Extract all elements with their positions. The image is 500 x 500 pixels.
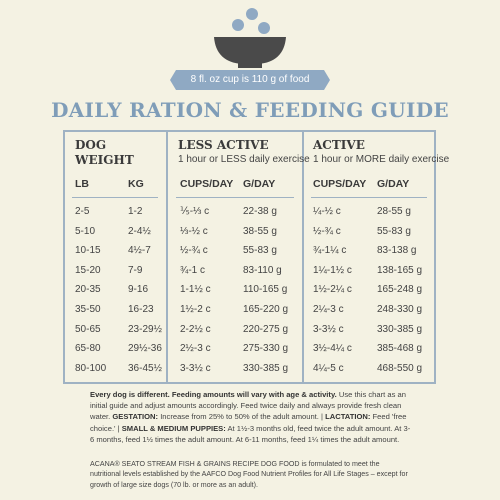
- table-cell: 55-83 g: [243, 245, 277, 257]
- table-cell: 1-2: [128, 206, 143, 217]
- table-cell: 83-138 g: [377, 245, 417, 257]
- table-cell: 2-2½ c: [180, 323, 211, 335]
- table-cell: 2-4½: [128, 225, 151, 237]
- note-text: At 1½-3 months old, feed twice the adult…: [90, 423, 411, 444]
- table-cell: ½-¾ c: [180, 245, 208, 257]
- cup-note: 8 fl. oz cup is 110 g of food: [190, 74, 310, 85]
- group-title: ACTIVE: [313, 138, 365, 152]
- table-cell: 3½-4¼ c: [313, 343, 352, 355]
- table-cell: 2¼-3 c: [313, 304, 344, 315]
- group-title: DOG WEIGHT: [75, 138, 134, 167]
- column-header: G/DAY: [243, 178, 276, 190]
- table-cell: 138-165 g: [377, 264, 423, 276]
- table-cell: 80-100: [75, 362, 107, 374]
- column-header: G/DAY: [377, 178, 410, 190]
- table-cell: ½-¾ c: [313, 225, 341, 237]
- column-header: CUPS/DAY: [313, 178, 367, 190]
- note-emphasis: Every dog is different. Feeding amounts …: [90, 390, 337, 399]
- table-cell: 83-110 g: [243, 264, 282, 276]
- table-cell: ⅕-⅓ c: [180, 206, 210, 217]
- table-cell: ¾-1¼ c: [313, 245, 347, 257]
- table-cell: 36-45½: [128, 362, 162, 374]
- column-header: KG: [128, 178, 144, 190]
- table-cell: ⅓-½ c: [180, 225, 208, 237]
- table-cell: 468-550 g: [377, 362, 423, 374]
- header-rule: [311, 197, 427, 198]
- table-cell: 165-248 g: [377, 284, 423, 296]
- table-cell: 7-9: [128, 264, 143, 276]
- column-divider: [166, 130, 168, 384]
- note-text: Feed 'free choice.' |: [90, 412, 407, 433]
- bowl-icon: [170, 8, 330, 90]
- group-subtitle: 1 hour or MORE daily exercise: [313, 154, 450, 165]
- table-cell: 220-275 g: [243, 323, 289, 335]
- table-cell: 65-80: [75, 343, 101, 355]
- table-cell: 29½-36: [128, 343, 162, 355]
- column-header: CUPS/DAY: [180, 178, 234, 190]
- table-cell: 110-165 g: [243, 284, 288, 296]
- table-cell: 330-385 g: [243, 362, 289, 374]
- table-cell: 35-50: [75, 304, 101, 315]
- note-emphasis: LACTATION:: [325, 412, 371, 422]
- table-cell: 22-38 g: [243, 206, 277, 217]
- header-rule: [176, 197, 294, 198]
- table-cell: 4½-7: [128, 245, 151, 257]
- table-cell: 1½-2¼ c: [313, 284, 352, 296]
- title: DAILY RATION & FEEDING GUIDE: [51, 98, 449, 122]
- table-cell: 5-10: [75, 225, 96, 237]
- table-frame: [63, 130, 436, 384]
- group-title: LESS ACTIVE: [178, 138, 269, 152]
- table-cell: 330-385 g: [377, 323, 423, 335]
- note-emphasis: SMALL & MEDIUM PUPPIES:: [121, 423, 226, 433]
- notes-formulation: ACANA® SEATO STREAM FISH & GRAINS RECIPE…: [90, 460, 408, 489]
- table-cell: 23-29½: [128, 323, 162, 335]
- table-cell: 2-5: [75, 206, 90, 217]
- table-cell: 20-35: [75, 284, 101, 296]
- note-text: Increase from 25% to 50% of the adult am…: [158, 412, 326, 422]
- table-cell: 16-23: [128, 304, 154, 315]
- table-cell: 385-468 g: [377, 343, 423, 355]
- table-cell: ¾-1 c: [180, 264, 206, 276]
- note-text: Use this chart as an initial guide and a…: [90, 390, 406, 422]
- table-cell: 28-55 g: [377, 206, 411, 217]
- table-cell: 1-1½ c: [180, 284, 211, 296]
- column-header: LB: [75, 178, 89, 190]
- table-cell: 15-20: [75, 264, 101, 276]
- table-cell: 248-330 g: [377, 304, 423, 315]
- table-cell: 50-65: [75, 323, 101, 335]
- table-cell: 38-55 g: [243, 225, 277, 237]
- table-cell: 1½-2 c: [180, 304, 211, 315]
- table-cell: 55-83 g: [377, 225, 411, 237]
- table-cell: 3-3½ c: [313, 323, 344, 335]
- table-cell: 3-3½ c: [180, 362, 211, 374]
- table-cell: 1¼-1½ c: [313, 264, 352, 276]
- table-cell: 165-220 g: [243, 304, 289, 315]
- table-cell: 275-330 g: [243, 343, 289, 355]
- table-cell: ¼-½ c: [313, 206, 341, 217]
- header-rule: [72, 197, 158, 198]
- table-cell: 4¼-5 c: [313, 362, 344, 374]
- note-emphasis: GESTATION:: [112, 412, 159, 422]
- table-cell: 2½-3 c: [180, 343, 211, 355]
- table-cell: 9-16: [128, 284, 149, 296]
- table-cell: 10-15: [75, 245, 101, 257]
- notes: Every dog is different. Feeding amounts …: [90, 389, 412, 445]
- column-divider: [302, 130, 304, 384]
- group-subtitle: 1 hour or LESS daily exercise: [178, 154, 310, 165]
